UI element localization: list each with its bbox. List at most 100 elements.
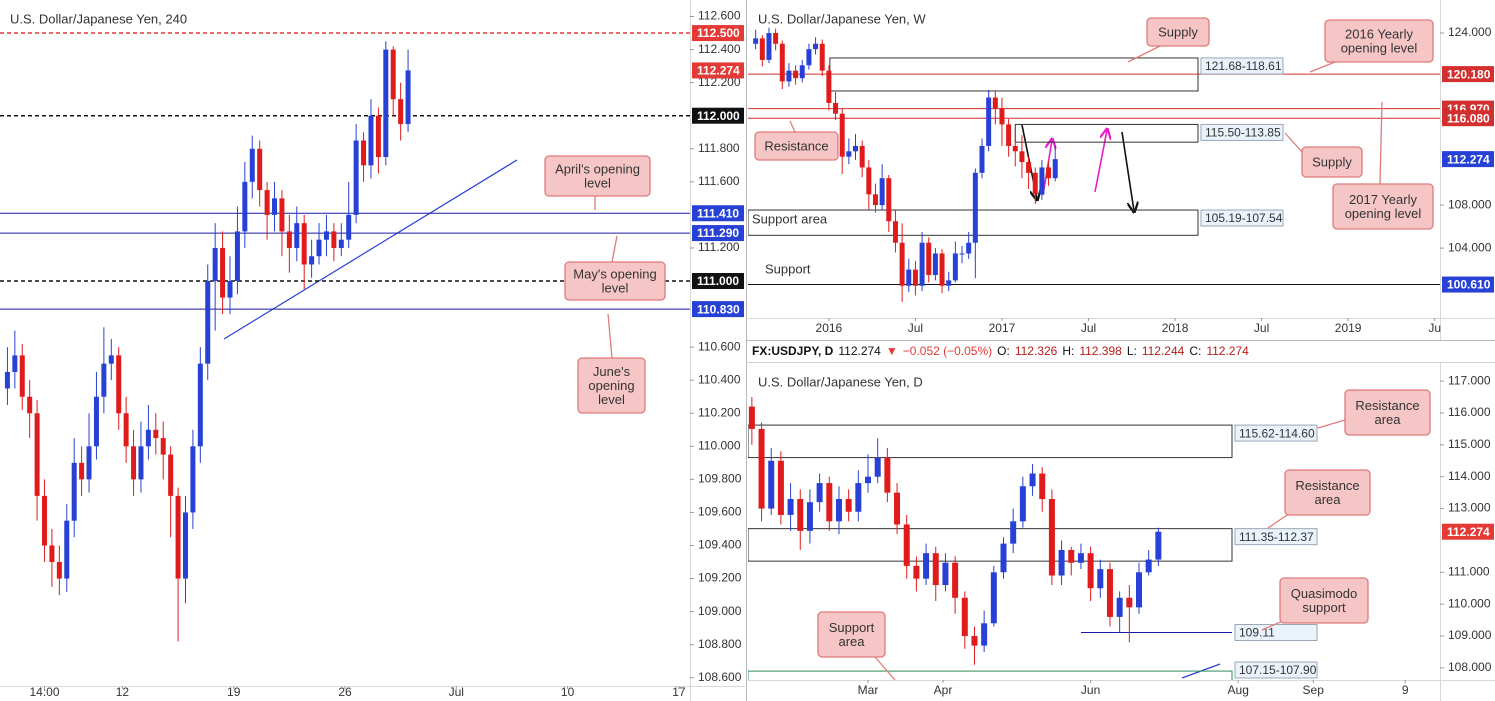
candle-body (855, 483, 862, 512)
candle-body (833, 102, 839, 114)
header-item: 112.274 (1206, 344, 1249, 358)
callout-text: 2017 Yearly (1349, 192, 1417, 207)
candle-body (71, 462, 77, 521)
callout-pointer (874, 656, 896, 681)
level-label-box (692, 107, 744, 124)
candle-body (1077, 553, 1084, 563)
x-tick-label: Sep (1303, 683, 1325, 697)
candle-body (131, 446, 137, 480)
callout-pointer (1379, 101, 1383, 185)
callout-box (577, 357, 646, 414)
candle-body (913, 565, 920, 579)
callout-text: 2016 Yearly (1345, 26, 1413, 41)
candle-body (816, 483, 823, 503)
y-tick-label: 110.000 (1448, 596, 1491, 610)
candle-body (797, 499, 804, 531)
y-tick-label: 108.000 (1448, 197, 1492, 211)
x-tick-label: 19 (227, 685, 241, 699)
level-label-box (1442, 66, 1494, 83)
candle-body (27, 396, 33, 414)
candle-body (919, 242, 925, 286)
candle-body (959, 253, 965, 255)
callout-text: area (1374, 412, 1401, 427)
callout-box (1301, 146, 1363, 178)
candle-body (168, 454, 174, 496)
candle-body (932, 253, 938, 275)
candle-body (806, 502, 813, 531)
zone-label: 121.68-118.61 (1205, 59, 1282, 73)
y-tick-label: 108.000 (1448, 660, 1492, 674)
level-label: 112.274 (697, 64, 740, 78)
candle-body (899, 242, 905, 286)
candle-body (279, 198, 285, 232)
level-label-box (692, 25, 744, 42)
candle-body (874, 457, 881, 477)
zone-label-box (1234, 424, 1318, 442)
candle-body (966, 242, 972, 254)
x-tick-label: 12 (116, 685, 130, 699)
x-tick-label: 10 (561, 685, 575, 699)
y-tick-label: 109.400 (698, 538, 742, 552)
y-tick-label: 110.400 (698, 372, 741, 386)
candle-body (79, 462, 85, 480)
y-tick-label: 104.000 (1448, 240, 1492, 254)
header-item: 112.398 (1079, 344, 1122, 358)
level-label-box (692, 273, 744, 290)
candle-body (766, 33, 772, 60)
y-tick-label: 112.600 (698, 9, 741, 23)
candle-body (338, 239, 344, 248)
candle-body (1155, 531, 1162, 560)
callout-pointer (1317, 419, 1346, 429)
y-tick-label: 109.000 (1448, 628, 1492, 642)
candle-body (826, 70, 832, 103)
level-label: 111.000 (697, 274, 739, 288)
callout-pointer (607, 313, 613, 359)
candle-body (1087, 553, 1094, 589)
callout-box (1284, 469, 1371, 516)
header-item: 112.274 (838, 344, 881, 358)
candle-body (153, 429, 159, 439)
candle-body (182, 512, 188, 579)
candle-body (1010, 521, 1017, 544)
header-item: −0.052 (−0.05%) (903, 344, 992, 358)
header-item: C: (1189, 344, 1201, 358)
x-tick-label: Jul (1254, 321, 1269, 335)
candle-body (4, 371, 10, 389)
candle-body (294, 223, 300, 248)
candle-body (990, 572, 997, 624)
candle-body (390, 49, 396, 100)
candle-body (986, 97, 992, 146)
zone (748, 528, 1233, 562)
callout-text: Quasimodo (1291, 586, 1357, 601)
x-tick-label: Mar (858, 683, 879, 697)
candle-body (190, 446, 196, 513)
candle-body (759, 38, 765, 60)
candle-body (835, 499, 842, 522)
candle-body (777, 460, 784, 515)
x-tick-label: Apr (934, 683, 953, 697)
candle-body (971, 636, 978, 646)
candle-body (992, 97, 998, 109)
candle-body (375, 115, 381, 158)
candle-body (952, 253, 958, 281)
candle-body (1046, 167, 1052, 179)
candle-body (932, 553, 939, 586)
candle-body (786, 70, 792, 82)
candle-body (323, 231, 329, 240)
candle-body (272, 198, 278, 215)
candle-body (799, 65, 805, 79)
chart-title: U.S. Dollar/Japanese Yen, D (758, 374, 923, 389)
y-tick-label: 109.200 (698, 571, 742, 585)
x-tick-label: 2019 (1335, 321, 1362, 335)
callout-pointer (789, 120, 796, 133)
callout-box (564, 261, 666, 301)
x-tick-label: 2017 (989, 321, 1016, 335)
callout-text: Supply (1312, 154, 1352, 169)
candle-body (859, 145, 865, 168)
level-label: 116.080 (1447, 111, 1490, 125)
symbol-header: FX:USDJPY, D 112.274 ▼ −0.052 (−0.05%) O: 112… (752, 344, 1249, 358)
arrow (1094, 130, 1107, 193)
candle-body (846, 151, 852, 157)
zone-label: 115.62-114.60 (1239, 426, 1315, 440)
